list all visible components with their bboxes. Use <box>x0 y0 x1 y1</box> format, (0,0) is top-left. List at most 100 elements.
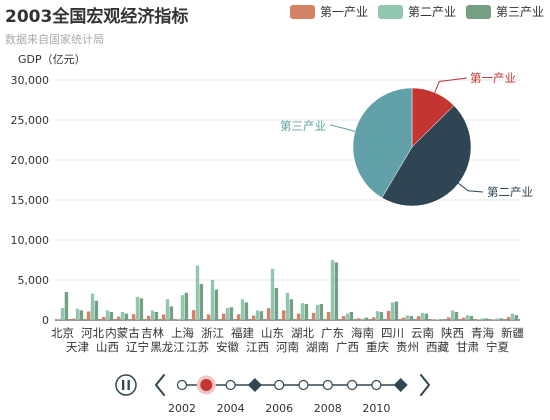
bar[interactable] <box>240 299 245 320</box>
bar[interactable] <box>176 319 181 320</box>
bar[interactable] <box>109 312 114 320</box>
bar[interactable] <box>379 312 384 320</box>
bar[interactable] <box>251 315 256 320</box>
bar[interactable] <box>334 262 339 320</box>
bar[interactable] <box>191 310 196 320</box>
bar[interactable] <box>386 310 391 320</box>
timeline-point[interactable] <box>274 379 285 391</box>
chevron-left-icon[interactable] <box>155 374 165 396</box>
bar[interactable] <box>146 315 151 320</box>
bar[interactable] <box>390 302 395 320</box>
bar[interactable] <box>195 265 200 320</box>
bar[interactable] <box>229 307 234 320</box>
bar[interactable] <box>514 315 519 320</box>
bar[interactable] <box>101 316 106 320</box>
bar[interactable] <box>315 304 320 320</box>
bar[interactable] <box>75 308 80 320</box>
bar[interactable] <box>165 299 170 320</box>
bar[interactable] <box>510 313 515 320</box>
bar[interactable] <box>259 311 264 320</box>
bar[interactable] <box>71 318 76 320</box>
bar[interactable] <box>319 304 324 320</box>
bar[interactable] <box>394 301 399 320</box>
bar[interactable] <box>131 314 136 320</box>
bar[interactable] <box>225 308 230 320</box>
timeline-point[interactable] <box>176 379 188 391</box>
timeline-point[interactable] <box>322 379 333 391</box>
bar[interactable] <box>499 318 504 320</box>
legend-item[interactable]: 第一产业 <box>290 5 368 19</box>
bar[interactable] <box>405 315 410 320</box>
legend-item[interactable]: 第三产业 <box>466 5 544 19</box>
bar[interactable] <box>345 313 350 320</box>
timeline-marker[interactable] <box>247 378 262 392</box>
bar[interactable] <box>439 319 444 320</box>
bar[interactable] <box>341 316 346 320</box>
bar[interactable] <box>255 310 260 320</box>
bar[interactable] <box>221 313 226 320</box>
bar[interactable] <box>270 268 275 320</box>
timeline-marker[interactable] <box>393 378 408 392</box>
timeline-point[interactable] <box>371 379 382 391</box>
pie-slice[interactable] <box>381 105 472 207</box>
bar[interactable] <box>285 292 290 320</box>
bar[interactable] <box>296 313 301 320</box>
bar[interactable] <box>360 318 365 320</box>
bar[interactable] <box>161 314 166 320</box>
bar[interactable] <box>139 298 144 320</box>
bar[interactable] <box>465 315 470 320</box>
bar[interactable] <box>274 288 279 320</box>
bar[interactable] <box>281 310 286 320</box>
chevron-right-icon[interactable] <box>420 374 430 396</box>
timeline-current-marker[interactable] <box>196 375 216 395</box>
bar[interactable] <box>64 292 69 320</box>
bar[interactable] <box>60 308 65 320</box>
bar[interactable] <box>409 316 414 320</box>
bar[interactable] <box>124 313 129 320</box>
bar[interactable] <box>86 311 91 320</box>
timeline-point[interactable] <box>298 379 309 391</box>
bar[interactable] <box>169 306 174 320</box>
bar[interactable] <box>199 284 204 320</box>
bar[interactable] <box>135 296 140 320</box>
bar[interactable] <box>180 295 185 320</box>
bar[interactable] <box>469 316 474 320</box>
bar[interactable] <box>210 280 215 320</box>
bar[interactable] <box>326 312 331 320</box>
bar[interactable] <box>375 311 380 320</box>
bar[interactable] <box>304 304 309 320</box>
bar[interactable] <box>371 317 376 320</box>
bar[interactable] <box>401 317 406 320</box>
bar[interactable] <box>79 310 84 320</box>
bar[interactable] <box>364 317 369 320</box>
bar[interactable] <box>90 293 95 320</box>
bar[interactable] <box>56 319 61 320</box>
bar[interactable] <box>236 314 241 320</box>
bar[interactable] <box>349 312 354 320</box>
bar[interactable] <box>491 319 496 320</box>
bar[interactable] <box>450 310 455 320</box>
bar[interactable] <box>289 299 294 320</box>
bar[interactable] <box>311 312 316 320</box>
bar[interactable] <box>446 317 451 320</box>
bar[interactable] <box>424 313 429 320</box>
bar[interactable] <box>480 318 485 320</box>
timeline-point[interactable] <box>225 379 236 391</box>
bar[interactable] <box>116 316 121 320</box>
bar[interactable] <box>416 316 421 320</box>
bar[interactable] <box>214 289 219 320</box>
bar[interactable] <box>330 260 335 320</box>
bar[interactable] <box>150 310 155 320</box>
pie-slice[interactable] <box>352 87 413 199</box>
bar[interactable] <box>94 300 99 320</box>
bar[interactable] <box>206 314 211 320</box>
bar[interactable] <box>454 312 459 320</box>
bar[interactable] <box>184 292 189 320</box>
bar[interactable] <box>266 308 271 320</box>
bar[interactable] <box>244 302 249 320</box>
bar[interactable] <box>105 310 110 320</box>
timeline-point[interactable] <box>347 379 358 391</box>
bar[interactable] <box>461 317 466 320</box>
bar[interactable] <box>356 318 361 320</box>
bar[interactable] <box>300 303 305 320</box>
